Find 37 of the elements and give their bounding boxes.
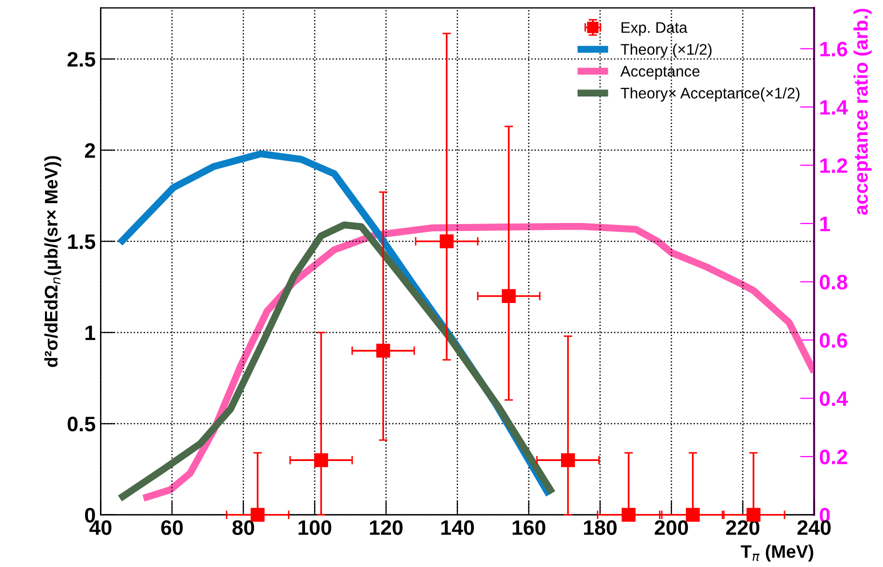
- y2-tick-label: 1: [820, 216, 830, 232]
- legend-label: Acceptance: [620, 66, 700, 80]
- x-tick-label: 140: [441, 520, 474, 535]
- x-axis-title: T$_{π}$ (MeV): [740, 544, 814, 562]
- legend-label: Exp. Data: [622, 22, 688, 36]
- y-tick-label: 2: [84, 143, 95, 158]
- point: [561, 453, 575, 468]
- legend-label: Theory (×1/2): [620, 44, 712, 58]
- x-tick-label: 120: [370, 520, 403, 535]
- point: [440, 234, 454, 248]
- y2-tick-label: 1.4: [820, 100, 848, 115]
- x-tick-label: 200: [654, 520, 688, 535]
- y2-tick-label: 1.2: [820, 158, 848, 173]
- x-tick-label: 60: [161, 520, 183, 535]
- x-tick-label: 220: [726, 520, 760, 535]
- x-tick-label: 160: [512, 520, 546, 535]
- point: [376, 344, 390, 358]
- y2-tick-label: 1.6: [820, 42, 848, 56]
- y2-tick-label: 0.2: [820, 450, 848, 464]
- point: [622, 508, 636, 522]
- y2-tick-label: 0.6: [820, 333, 848, 348]
- point: [686, 508, 700, 522]
- y-tick-label: 0.5: [68, 416, 96, 432]
- point: [502, 289, 516, 303]
- y2-tick-label: 0.4: [820, 391, 848, 406]
- y-tick-label: 1.5: [68, 234, 96, 250]
- y-tick-label: 2.5: [68, 52, 96, 67]
- x-tick-label: 180: [584, 520, 617, 535]
- legend-label: Theory× Acceptance(×1/2): [620, 87, 800, 102]
- y2-tick-label: 0.8: [820, 274, 848, 290]
- x-tick-label: 80: [232, 520, 254, 535]
- point: [314, 453, 328, 468]
- y-tick-label: 1: [86, 326, 96, 340]
- point: [250, 508, 265, 522]
- y2-axis-title: acceptance ratio (arb.): [854, 8, 872, 215]
- y-axis-title: d²σ/dEdΩ$_{n}$(μb/(sr× MeV)): [44, 156, 62, 367]
- x-tick-label: 100: [298, 520, 332, 535]
